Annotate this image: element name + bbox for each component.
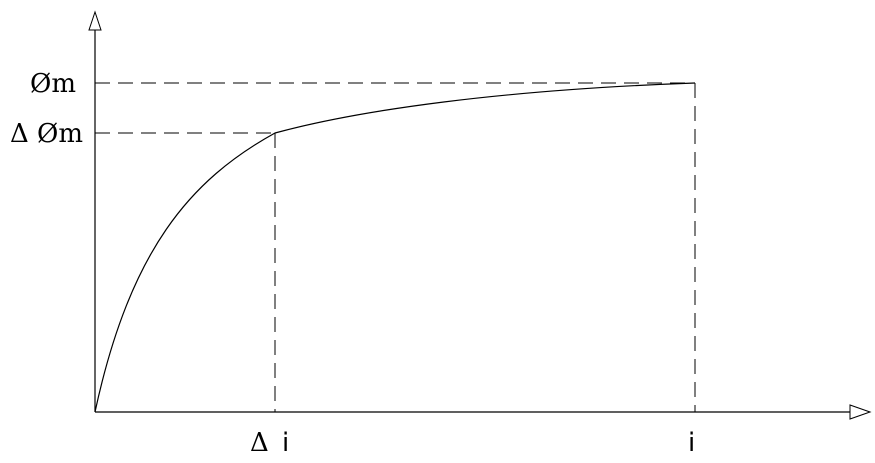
label-x-right: i [688,428,695,458]
label-y-mid: Δ Øm [10,119,83,149]
label-y-top: Øm [30,69,76,99]
response-curve [94,82,696,413]
label-x-left-i: i [282,428,289,458]
y-axis-arrow-icon [88,10,102,31]
label-x-left-delta: Δ [250,428,269,458]
x-axis-arrow-icon [849,404,872,420]
